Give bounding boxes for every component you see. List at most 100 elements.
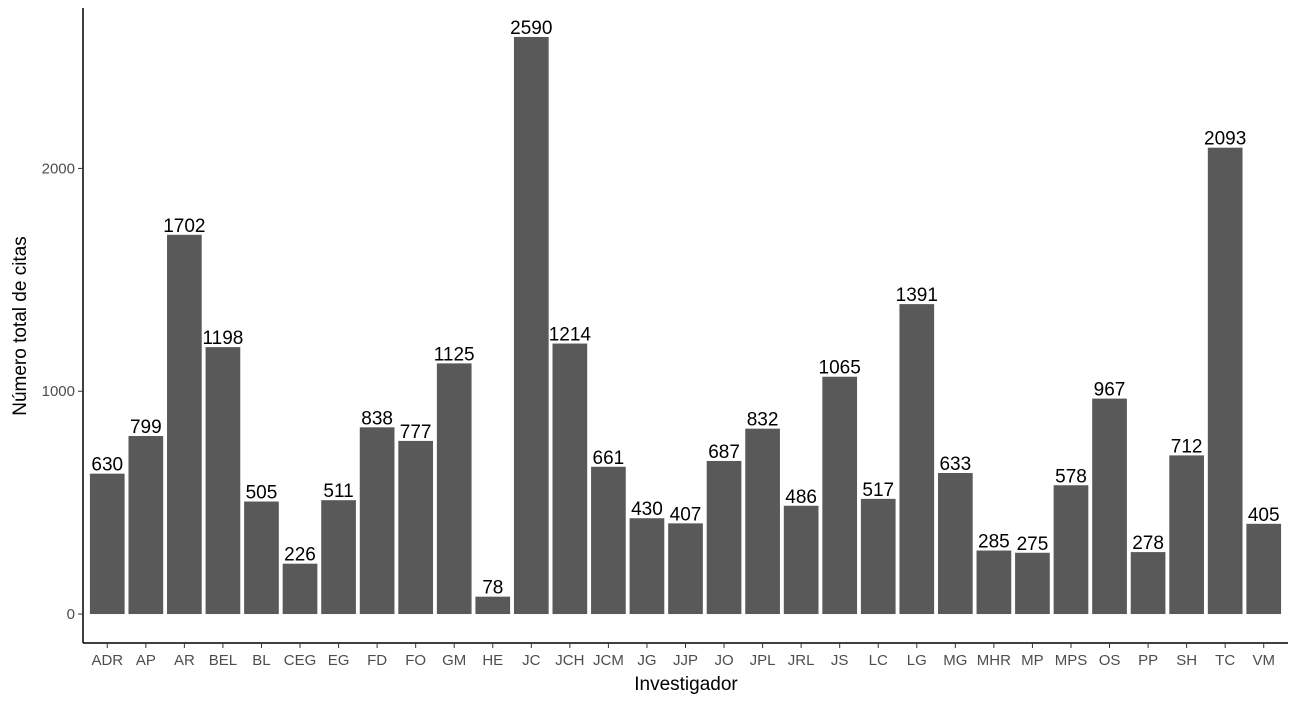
bar-value-label-mhr: 285 [978, 532, 1010, 553]
bar-jc [513, 36, 549, 615]
bar-he [475, 596, 511, 615]
bar-js [822, 376, 858, 615]
x-tick-label-jch: JCH [555, 652, 584, 669]
x-tick-label-fd: FD [367, 652, 387, 669]
bar-jch [552, 343, 588, 615]
x-tick-label-bl: BL [252, 652, 270, 669]
y-axis-title: Número total de citas [10, 236, 31, 416]
bar-mhr [976, 550, 1012, 615]
bar-value-label-jcm: 661 [593, 448, 625, 469]
x-tick-label-jrl: JRL [788, 652, 815, 669]
bar-mps [1053, 485, 1089, 615]
bar-value-label-fo: 777 [400, 422, 432, 443]
bar-ceg [282, 563, 318, 615]
bar-value-label-lc: 517 [862, 480, 894, 501]
bar-value-label-bel: 1198 [202, 328, 243, 349]
bar-value-label-jjp: 407 [670, 504, 702, 525]
bar-mp [1015, 552, 1050, 615]
x-tick-label-gm: GM [442, 652, 466, 669]
bar-value-label-os: 967 [1094, 380, 1126, 401]
x-axis-title: Investigador [634, 674, 738, 695]
x-ticks-group: ADR AP AR BEL BL CEG EG FD FO GM HE JC JCH JCM JG JJP JO… [91, 643, 1275, 669]
x-tick-label-mps: MPS [1055, 652, 1088, 669]
bar-value-label-sh: 712 [1171, 436, 1203, 457]
x-tick-label-js: JS [831, 652, 849, 669]
bar-os [1092, 398, 1127, 615]
y-ticks-group: 0 1000 2000 [42, 160, 83, 623]
bar-value-label-adr: 630 [91, 455, 123, 476]
x-tick-label-bel: BEL [209, 652, 237, 669]
bar-value-label-he: 78 [482, 578, 503, 599]
x-tick-label-lc: LC [869, 652, 888, 669]
bar-eg [321, 500, 356, 615]
bar-bel [205, 347, 241, 615]
bar-value-label-ceg: 226 [284, 545, 316, 566]
x-tick-label-jo: JO [714, 652, 733, 669]
bar-jo [706, 460, 742, 615]
bar-ap [128, 436, 164, 615]
bar-value-label-bl: 505 [246, 483, 278, 504]
x-tick-label-sh: SH [1176, 652, 1197, 669]
bar-vm [1246, 523, 1282, 615]
bar-value-label-fd: 838 [361, 408, 393, 429]
bar-value-label-mps: 578 [1055, 466, 1087, 487]
x-tick-label-fo: FO [405, 652, 426, 669]
y-tick-label-0: 0 [67, 606, 75, 623]
bar-jpl [745, 428, 780, 615]
bar-adr [89, 473, 125, 615]
x-tick-label-ceg: CEG [284, 652, 317, 669]
bar-mg [937, 472, 973, 615]
bar-value-label-jg: 430 [631, 499, 663, 520]
bar-value-label-pp: 278 [1132, 533, 1164, 554]
bar-labels-group: 630 799 1702 1198 505 226 511 838 777 1125 78 2590 1… [91, 18, 1279, 599]
bar-value-label-gm: 1125 [434, 344, 475, 365]
bar-fo [398, 440, 434, 615]
x-tick-label-lg: LG [907, 652, 927, 669]
bar-jjp [668, 523, 703, 615]
x-tick-label-vm: VM [1252, 652, 1275, 669]
x-tick-label-eg: EG [328, 652, 350, 669]
bar-value-label-tc: 2093 [1204, 129, 1246, 150]
x-tick-label-pp: PP [1138, 652, 1158, 669]
bar-gm [436, 363, 472, 615]
x-tick-label-mhr: MHR [977, 652, 1011, 669]
x-tick-label-adr: ADR [91, 652, 123, 669]
x-tick-label-jc: JC [522, 652, 541, 669]
y-tick-label-1000: 1000 [42, 383, 75, 400]
x-tick-label-he: HE [482, 652, 503, 669]
bar-value-label-lg: 1391 [896, 285, 938, 306]
x-tick-label-jg: JG [637, 652, 656, 669]
bar-pp [1130, 552, 1166, 615]
bar-jg [629, 518, 665, 615]
bar-value-label-mp: 275 [1017, 534, 1049, 555]
bar-jrl [783, 505, 819, 615]
x-tick-label-mp: MP [1021, 652, 1044, 669]
bar-value-label-jo: 687 [708, 442, 740, 463]
bar-value-label-jch: 1214 [549, 325, 592, 346]
x-tick-label-ar: AR [174, 652, 195, 669]
x-tick-label-jcm: JCM [593, 652, 624, 669]
bar-fd [359, 427, 395, 615]
bar-tc [1207, 147, 1243, 615]
bar-lg [899, 304, 935, 615]
bar-value-label-mg: 633 [939, 454, 971, 475]
bar-ar [167, 234, 202, 615]
bar-lc [860, 498, 896, 615]
x-tick-label-mg: MG [943, 652, 967, 669]
bar-value-label-ar: 1702 [163, 216, 205, 237]
bar-value-label-jpl: 832 [747, 410, 779, 431]
x-tick-label-jpl: JPL [750, 652, 776, 669]
bar-value-label-js: 1065 [819, 358, 861, 379]
x-tick-label-ap: AP [136, 652, 156, 669]
bar-jcm [591, 466, 626, 615]
x-tick-label-jjp: JJP [673, 652, 698, 669]
bar-value-label-jc: 2590 [510, 18, 552, 39]
bar-value-label-jrl: 486 [785, 487, 817, 508]
bar-value-label-eg: 511 [323, 481, 353, 502]
bar-value-label-vm: 405 [1248, 505, 1280, 526]
bar-sh [1169, 455, 1204, 615]
x-tick-label-tc: TC [1215, 652, 1235, 669]
bar-bl [244, 501, 279, 615]
bar-value-label-ap: 799 [130, 417, 162, 438]
